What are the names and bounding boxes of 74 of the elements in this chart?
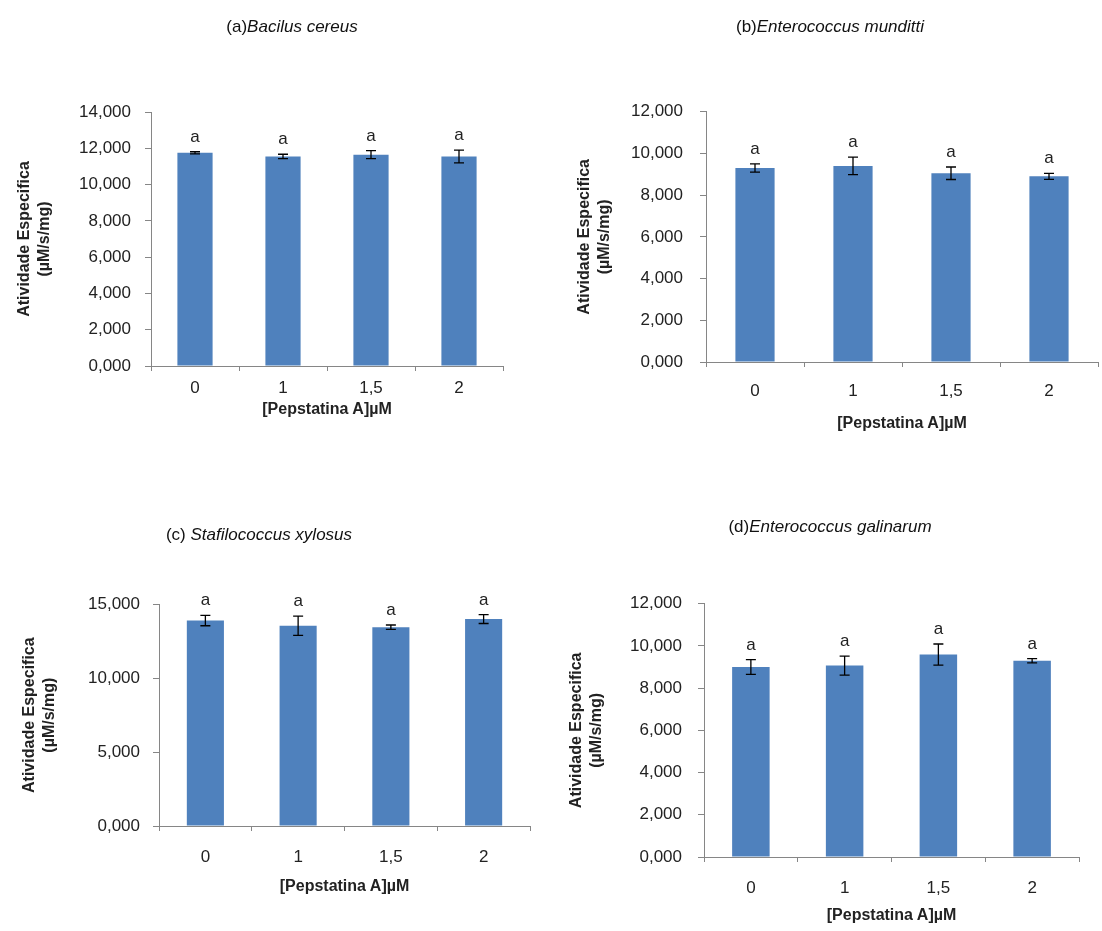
annotation: a	[190, 126, 201, 146]
y-tick-label: 10,000	[631, 143, 683, 163]
x-axis-title: [Pepstatina A]µM	[262, 400, 392, 418]
y-tick-label: 0,000	[88, 355, 131, 375]
annotation: a	[746, 634, 757, 654]
x-axis-title: [Pepstatina A]µM	[826, 906, 957, 924]
annotation: a	[1044, 148, 1055, 168]
y-tick-label: 8,000	[88, 210, 131, 230]
bar	[465, 619, 503, 826]
y-tick-label: 10,000	[630, 635, 682, 655]
annotation: a	[946, 141, 957, 161]
y-axis-title: Atividade Especifica (µM/s/mg)	[15, 161, 52, 317]
y-tick-label: 4,000	[639, 762, 682, 782]
x-tick-label: 2	[454, 377, 464, 397]
y-tick-label: 5,000	[97, 741, 140, 761]
annotation: a	[848, 132, 859, 152]
x-tick-label: 0	[190, 377, 200, 397]
annotation: a	[1027, 633, 1038, 653]
y-tick-label: 12,000	[631, 101, 683, 121]
x-tick-label: 2	[1044, 380, 1054, 400]
x-tick-label: 2	[478, 846, 489, 866]
chart-title: (c) Stafilococcus xylosus	[165, 524, 353, 544]
x-tick-label: 1,5	[379, 846, 403, 866]
y-axis-title: Atividade Especifica (µM/s/mg)	[575, 158, 612, 315]
y-tick-label: 6,000	[639, 720, 682, 740]
x-tick-label: 1	[278, 377, 288, 397]
annotation: a	[933, 619, 944, 639]
y-tick-label: 2,000	[88, 319, 131, 339]
y-tick-label: 8,000	[640, 184, 683, 204]
x-tick-label: 1,5	[926, 877, 951, 897]
y-tick-label: 0,000	[97, 815, 140, 835]
y-axis-title: Atividade Especifica (µM/s/mg)	[567, 652, 604, 809]
y-tick-label: 12,000	[79, 137, 131, 157]
annotation: a	[200, 590, 211, 610]
x-tick-label: 0	[750, 380, 760, 400]
bar	[186, 620, 224, 826]
x-tick-label: 2	[1027, 877, 1037, 897]
annotation: a	[366, 125, 377, 145]
y-tick-label: 2,000	[640, 309, 683, 329]
annotation: a	[750, 138, 761, 158]
y-tick-label: 0,000	[640, 351, 683, 371]
x-tick-label: 1,5	[359, 377, 383, 397]
annotation: a	[454, 125, 465, 145]
y-tick-label: 15,000	[88, 593, 140, 613]
x-axis-title: [Pepstatina A]µM	[837, 414, 967, 432]
y-tick-label: 12,000	[630, 593, 682, 613]
annotation: a	[293, 591, 304, 611]
y-tick-label: 8,000	[639, 677, 682, 697]
bar	[372, 627, 410, 826]
y-tick-label: 0,000	[639, 846, 682, 866]
annotation: a	[839, 631, 850, 651]
y-tick-label: 10,000	[79, 174, 131, 194]
y-tick-label: 10,000	[88, 667, 140, 687]
annotation: a	[478, 589, 489, 609]
x-tick-label: 1	[293, 846, 303, 866]
chart-title: (d)Enterococcus galinarum	[728, 516, 932, 536]
y-tick-label: 6,000	[88, 246, 131, 266]
annotation: a	[278, 129, 289, 149]
y-tick-label: 6,000	[640, 226, 683, 246]
y-tick-label: 14,000	[79, 101, 131, 121]
y-tick-label: 4,000	[88, 283, 131, 303]
chart-title: (b)Enterococcus munditti	[735, 16, 925, 36]
annotation: a	[386, 599, 397, 619]
bar	[279, 625, 317, 826]
x-tick-label: 1	[848, 380, 858, 400]
y-tick-label: 4,000	[640, 268, 683, 288]
x-tick-label: 1,5	[939, 380, 963, 400]
x-tick-label: 1	[839, 877, 850, 897]
y-axis-title: Atividade Especifica (µM/s/mg)	[20, 637, 57, 793]
x-tick-label: 0	[746, 877, 756, 897]
x-tick-label: 0	[200, 846, 211, 866]
y-tick-label: 2,000	[639, 804, 682, 824]
x-axis-title: [Pepstatina A]µM	[279, 877, 410, 895]
chart-title: (a)Bacilus cereus	[226, 16, 358, 36]
